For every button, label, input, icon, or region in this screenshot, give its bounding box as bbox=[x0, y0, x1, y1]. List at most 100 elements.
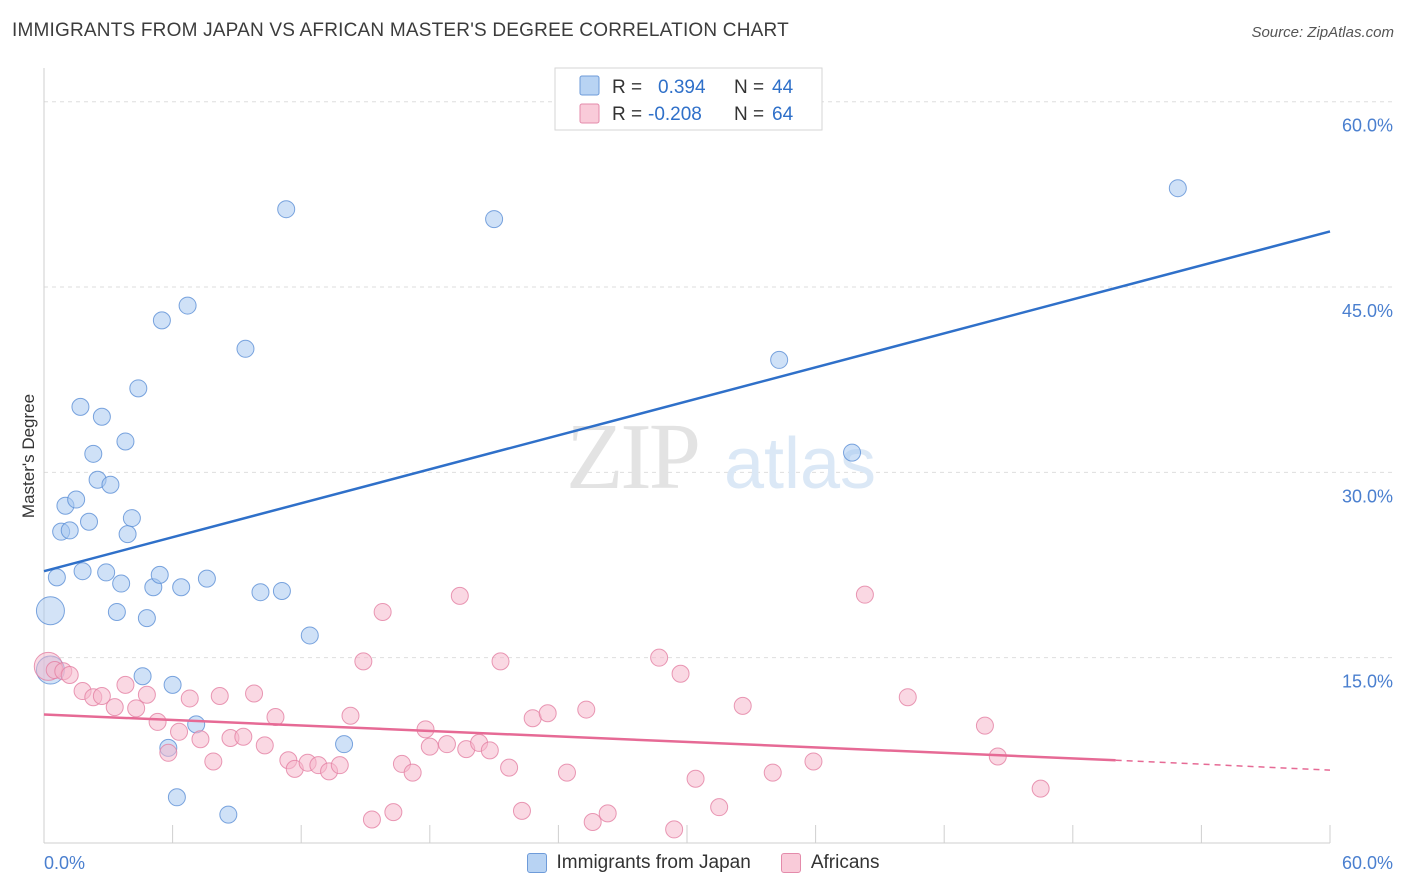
point-africans-61 bbox=[898, 688, 917, 707]
y-tick-label-15: 15.0% bbox=[1342, 672, 1393, 692]
point-japan-8 bbox=[73, 562, 92, 581]
legend-n-value-africans: 64 bbox=[772, 104, 794, 125]
point-africans-13 bbox=[170, 722, 189, 741]
point-japan-27 bbox=[163, 675, 182, 694]
point-africans-50 bbox=[583, 812, 602, 831]
point-africans-47 bbox=[538, 704, 557, 723]
point-africans-14 bbox=[180, 689, 199, 708]
point-japan-28 bbox=[167, 788, 186, 807]
point-japan-1 bbox=[35, 596, 65, 626]
x-ticks bbox=[172, 825, 1331, 843]
point-japan-42 bbox=[843, 443, 862, 462]
point-africans-38 bbox=[437, 735, 456, 754]
point-africans-56 bbox=[710, 798, 729, 817]
legend-bottom: Immigrants from Japan Africans bbox=[0, 852, 1406, 874]
point-japan-43 bbox=[1168, 179, 1187, 198]
point-africans-53 bbox=[665, 820, 684, 839]
legend-top: R = 0.394 N = 44 R = -0.208 N = 64 bbox=[554, 67, 823, 131]
point-africans-51 bbox=[598, 804, 617, 823]
point-africans-11 bbox=[148, 712, 167, 731]
point-japan-22 bbox=[137, 609, 156, 628]
point-africans-29 bbox=[341, 706, 360, 725]
point-japan-30 bbox=[178, 296, 197, 315]
point-japan-35 bbox=[251, 583, 270, 602]
legend-bottom-swatch-japan bbox=[526, 853, 547, 873]
point-africans-8 bbox=[116, 675, 135, 694]
point-japan-15 bbox=[107, 602, 126, 621]
point-africans-37 bbox=[420, 737, 439, 756]
legend-n-label-africans: N = bbox=[734, 104, 764, 125]
y-axis-label: Master's Degree bbox=[19, 394, 38, 518]
chart-title: IMMIGRANTS FROM JAPAN VS AFRICAN MASTER'… bbox=[12, 20, 789, 41]
trend-line-japan bbox=[43, 230, 1331, 573]
point-africans-15 bbox=[191, 730, 210, 749]
point-africans-43 bbox=[491, 652, 510, 671]
source-label: Source: ZipAtlas.com bbox=[1251, 24, 1394, 41]
point-africans-59 bbox=[804, 752, 823, 771]
point-africans-60 bbox=[855, 585, 874, 604]
y-tick-label-30: 30.0% bbox=[1342, 486, 1393, 506]
point-japan-7 bbox=[71, 397, 90, 416]
trend-lines bbox=[43, 230, 1331, 771]
legend-r-label-japan: R = bbox=[612, 77, 642, 98]
point-africans-6 bbox=[92, 686, 111, 705]
legend-r-value-japan: 0.394 bbox=[658, 77, 706, 98]
legend-n-label-japan: N = bbox=[734, 77, 764, 98]
legend-bottom-swatch-africans bbox=[780, 853, 801, 873]
x-tick-label-max: 60.0% bbox=[1342, 853, 1393, 873]
point-africans-48 bbox=[557, 763, 576, 782]
point-africans-54 bbox=[671, 664, 690, 683]
watermark-atlas: atlas bbox=[724, 424, 876, 504]
point-japan-33 bbox=[219, 805, 238, 824]
y-tick-labels: 15.0% 30.0% 45.0% 60.0% bbox=[1342, 116, 1393, 692]
point-japan-2 bbox=[47, 568, 66, 587]
point-africans-57 bbox=[733, 696, 752, 715]
point-africans-33 bbox=[384, 803, 403, 822]
point-africans-17 bbox=[210, 686, 229, 705]
point-africans-30 bbox=[354, 652, 373, 671]
trend-line-dashed-africans bbox=[1115, 759, 1331, 771]
point-africans-10 bbox=[137, 685, 156, 704]
legend-item-japan: Immigrants from Japan bbox=[526, 852, 751, 874]
point-africans-55 bbox=[686, 769, 705, 788]
point-japan-25 bbox=[152, 311, 171, 330]
legend-r-value-africans: -0.208 bbox=[648, 104, 702, 125]
legend-n-value-japan: 44 bbox=[772, 77, 794, 98]
x-tick-label-min: 0.0% bbox=[44, 853, 85, 873]
point-japan-18 bbox=[118, 525, 137, 544]
point-japan-16 bbox=[112, 574, 131, 593]
point-africans-3 bbox=[60, 665, 79, 684]
point-japan-38 bbox=[300, 626, 319, 645]
point-japan-12 bbox=[92, 407, 111, 426]
point-japan-24 bbox=[150, 565, 169, 584]
point-japan-10 bbox=[84, 444, 103, 463]
point-africans-52 bbox=[650, 648, 669, 667]
point-africans-49 bbox=[577, 700, 596, 719]
point-africans-35 bbox=[403, 763, 422, 782]
point-japan-29 bbox=[172, 578, 191, 597]
point-africans-19 bbox=[234, 727, 253, 746]
point-japan-32 bbox=[197, 569, 216, 588]
legend-r-label-africans: R = bbox=[612, 104, 642, 125]
point-japan-31 bbox=[187, 715, 206, 734]
point-africans-12 bbox=[159, 743, 178, 762]
point-africans-32 bbox=[373, 602, 392, 621]
point-japan-14 bbox=[101, 475, 120, 494]
point-japan-6 bbox=[67, 490, 86, 509]
watermark: ZIP atlas bbox=[566, 405, 876, 509]
point-japan-36 bbox=[272, 581, 291, 600]
point-africans-9 bbox=[127, 699, 146, 718]
legend-bottom-label-japan: Immigrants from Japan bbox=[556, 852, 751, 873]
point-japan-13 bbox=[97, 563, 116, 582]
point-africans-20 bbox=[245, 684, 264, 703]
legend-bottom-label-africans: Africans bbox=[810, 852, 880, 873]
point-africans-62 bbox=[975, 716, 994, 735]
trend-line-africans bbox=[43, 713, 1116, 762]
point-africans-21 bbox=[255, 736, 274, 755]
point-africans-28 bbox=[330, 756, 349, 775]
point-japan-40 bbox=[485, 210, 504, 229]
legend-swatch-japan bbox=[579, 75, 600, 96]
grid-lines bbox=[44, 101, 1393, 659]
point-japan-34 bbox=[236, 339, 255, 358]
